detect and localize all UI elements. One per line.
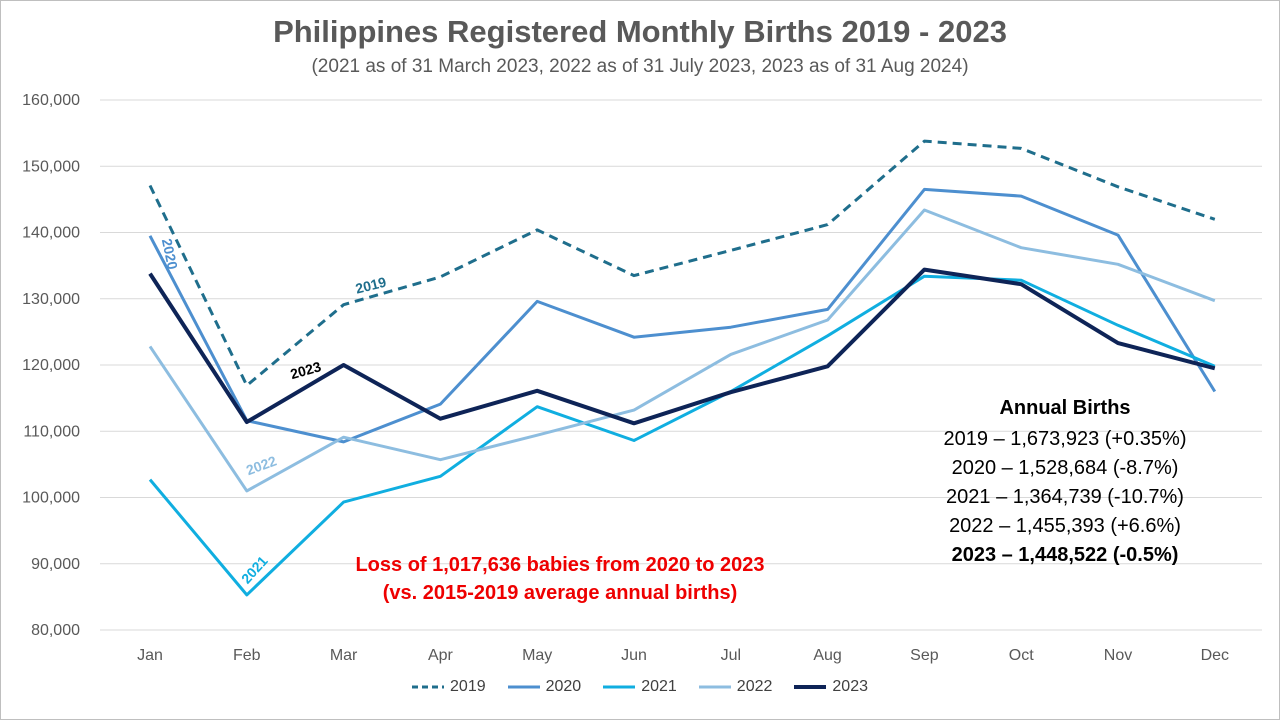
legend-label-2022: 2022 (736, 678, 773, 695)
x-tick-label-dec: Dec (1201, 647, 1229, 664)
annual-births-title: Annual Births (999, 397, 1131, 419)
y-tick-label-7: 150,000 (22, 158, 80, 175)
annual-births-box: Annual Births 2019 – 1,673,923 (+0.35%) … (925, 397, 1205, 570)
legend-swatch-2021 (603, 685, 636, 689)
x-tick-label-jul: Jul (721, 647, 741, 664)
series-label-2020: 2020 (159, 237, 181, 271)
loss-note-line-1: Loss of 1,017,636 babies from 2020 to 20… (355, 554, 765, 576)
chart-title: Philippines Registered Monthly Births 20… (273, 14, 1007, 49)
loss-note: Loss of 1,017,636 babies from 2020 to 20… (300, 551, 820, 607)
y-tick-label-8: 160,000 (22, 92, 80, 109)
y-tick-label-4: 120,000 (22, 357, 80, 374)
series-line-2023 (148, 267, 1216, 426)
annual-births-line-2021: 2021 – 1,364,739 (-10.7%) (946, 486, 1184, 508)
series-line-2020 (148, 187, 1217, 444)
legend-item-2019: 2019 (412, 678, 486, 696)
legend-swatch-2019 (412, 685, 445, 689)
annual-births-line-2023: 2023 – 1,448,522 (-0.5%) (951, 544, 1179, 566)
legend-item-2020: 2020 (507, 678, 582, 696)
chart-subtitle: (2021 as of 31 March 2023, 2022 as of 31… (311, 56, 969, 77)
x-tick-label-may: May (522, 647, 552, 664)
series-label-2021: 2021 (238, 553, 271, 587)
y-tick-label-6: 140,000 (22, 225, 80, 242)
x-tick-label-jan: Jan (137, 647, 163, 664)
series-line-2019 (148, 139, 1216, 387)
y-tick-label-3: 110,000 (23, 423, 80, 440)
legend-label-2023: 2023 (832, 678, 868, 695)
legend-swatch-2020 (507, 685, 540, 689)
legend-item-2023: 2023 (794, 678, 868, 696)
chart-legend: 2019 2020 2021 2022 2023 (0, 678, 1280, 696)
x-tick-label-mar: Mar (330, 647, 358, 664)
legend-label-2020: 2020 (545, 678, 582, 695)
series-line-2022 (148, 208, 1216, 493)
loss-note-line-2: (vs. 2015-2019 average annual births) (382, 582, 738, 604)
series-label-2019: 2019 (354, 274, 388, 297)
legend-item-2021: 2021 (603, 678, 677, 696)
x-tick-label-nov: Nov (1104, 647, 1132, 664)
y-tick-label-2: 100,000 (22, 490, 80, 507)
y-tick-label-5: 130,000 (22, 291, 80, 308)
x-tick-label-oct: Oct (1009, 647, 1034, 664)
annual-births-line-2019: 2019 – 1,673,923 (+0.35%) (943, 428, 1187, 450)
legend-swatch-2023 (794, 685, 827, 689)
y-tick-label-1: 90,000 (31, 556, 80, 573)
legend-label-2021: 2021 (641, 678, 677, 695)
x-tick-label-feb: Feb (233, 647, 261, 664)
series-line-2021 (148, 274, 1216, 597)
x-tick-label-aug: Aug (813, 647, 841, 664)
legend-item-2022: 2022 (698, 678, 773, 696)
legend-swatch-2022 (698, 685, 731, 689)
x-tick-label-jun: Jun (621, 647, 647, 664)
annual-births-line-2020: 2020 – 1,528,684 (-8.7%) (951, 457, 1179, 479)
annual-births-line-2022: 2022 – 1,455,393 (+6.6%) (949, 515, 1181, 537)
y-tick-label-0: 80,000 (31, 622, 80, 639)
legend-label-2019: 2019 (450, 678, 486, 695)
x-tick-label-sep: Sep (910, 647, 939, 664)
series-label-2022: 2022 (244, 452, 279, 478)
x-tick-label-apr: Apr (428, 647, 454, 664)
